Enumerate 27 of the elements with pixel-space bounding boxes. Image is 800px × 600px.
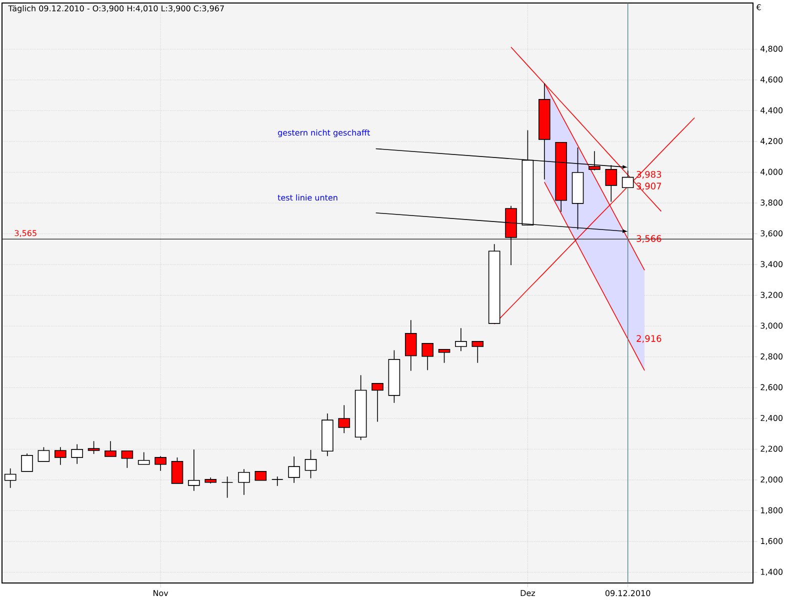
annotation: gestern nicht geschafft (278, 129, 370, 138)
y-tick-label: 2,600 (760, 384, 783, 392)
annotation: 2,916 (636, 335, 662, 343)
y-tick-label: 3,800 (760, 200, 783, 206)
ref-line-label: 3,565 (14, 230, 36, 237)
y-tick-label: 2,200 (760, 446, 783, 453)
x-tick-label: 09.12.2010 (605, 590, 650, 596)
x-tick-label: Nov (154, 590, 168, 596)
y-tick-label: 3,000 (760, 322, 783, 330)
y-tick-label: 1,400 (761, 568, 783, 576)
y-tick-label: 3,200 (760, 292, 783, 299)
y-tick-label: 2,800 (760, 353, 783, 360)
y-tick-label: 4,000 (760, 168, 783, 176)
chart-title: Täglich 09.12.2010 - O:3,900 H:4,010 L:3,900 C:3,967 (8, 5, 224, 13)
x-tick-label: Dez (520, 590, 535, 596)
y-tick-label: 1,800 (761, 507, 783, 514)
y-tick-label: 4,200 (760, 138, 783, 145)
y-tick-label: 4,800 (760, 46, 783, 53)
y-tick-label: 2,400 (760, 414, 783, 422)
y-tick-label: 3,600 (760, 230, 783, 238)
y-tick-label: 4,400 (760, 107, 783, 114)
y-tick-label: 4,600 (760, 76, 783, 84)
y-tick-label: 1,600 (761, 538, 783, 545)
y-tick-label: 3,400 (760, 261, 783, 268)
annotation: test linie unten (278, 194, 338, 201)
y-tick-label: 2,000 (760, 476, 783, 484)
y-axis-title: € (756, 4, 761, 10)
